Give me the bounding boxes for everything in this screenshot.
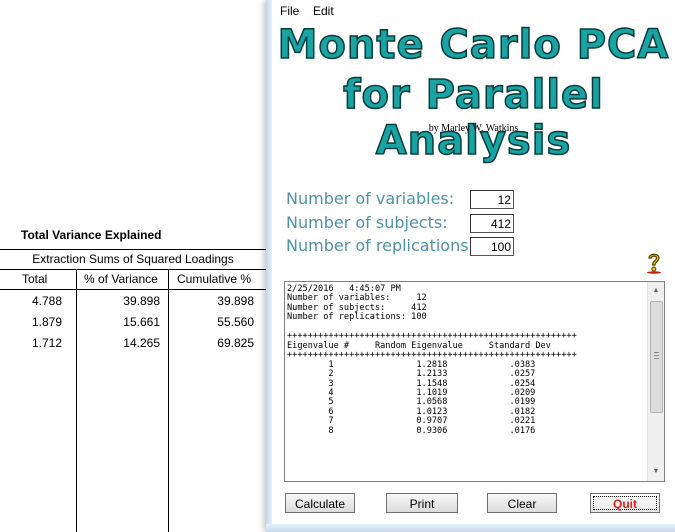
table-top-rule — [0, 249, 266, 250]
quit-label: Quit — [613, 497, 637, 511]
results-scrollbar[interactable]: ▲ ▼ — [647, 282, 664, 481]
table-header-rule — [0, 289, 266, 290]
results-text: 2/25/2016 4:45:07 PM Number of variables… — [287, 284, 577, 436]
total-variance-table: Extraction Sums of Squared Loadings Tota… — [0, 249, 266, 532]
table-cell: 55.560 — [217, 315, 254, 329]
results-output[interactable]: 2/25/2016 4:45:07 PM Number of variables… — [284, 281, 665, 482]
num-replications-input[interactable] — [470, 237, 514, 256]
table-cell: 39.898 — [123, 294, 160, 308]
col-header-pct-variance: % of Variance — [84, 272, 158, 286]
group-header: Extraction Sums of Squared Loadings — [32, 252, 234, 266]
menu-file[interactable]: File — [280, 4, 300, 18]
app-title-line2: for Parallel Analysis — [342, 71, 604, 165]
scroll-down-icon[interactable]: ▼ — [652, 468, 660, 475]
app-title-line1: Monte Carlo PCA — [277, 21, 670, 69]
table-cell: 4.788 — [31, 294, 62, 308]
table-cell: 1.712 — [31, 336, 62, 350]
col-header-total: Total — [22, 272, 48, 286]
quit-button[interactable]: Quit — [590, 493, 660, 513]
col-divider-2 — [168, 269, 169, 532]
num-variables-input[interactable] — [470, 190, 514, 209]
clear-button[interactable]: Clear — [487, 493, 557, 513]
scroll-up-icon[interactable]: ▲ — [652, 287, 660, 294]
col-header-cumulative: Cumulative % — [177, 272, 252, 286]
menu-bar: File Edit — [272, 0, 675, 22]
table-title: Total Variance Explained — [21, 228, 162, 242]
table-cell: 15.661 — [123, 315, 160, 329]
scroll-thumb[interactable] — [650, 301, 663, 413]
table-group-rule — [0, 269, 266, 270]
col-divider-1 — [76, 269, 77, 532]
print-button[interactable]: Print — [386, 493, 458, 513]
calculate-button[interactable]: Calculate — [285, 493, 355, 513]
table-cell: 69.825 — [217, 336, 254, 350]
menu-edit[interactable]: Edit — [313, 4, 334, 18]
label-num-replications: Number of replications: — [286, 236, 474, 255]
window-frame-bottom — [266, 524, 675, 532]
table-cell: 39.898 — [217, 294, 254, 308]
label-num-variables: Number of variables: — [286, 189, 455, 208]
question-mark-icon[interactable] — [644, 250, 664, 274]
window-frame-left — [266, 0, 272, 532]
table-cell: 14.265 — [123, 336, 160, 350]
table-cell: 1.879 — [31, 315, 62, 329]
num-subjects-input[interactable] — [470, 214, 514, 233]
author-byline: by Marley W. Watkins — [428, 123, 519, 134]
label-num-subjects: Number of subjects: — [286, 213, 448, 232]
